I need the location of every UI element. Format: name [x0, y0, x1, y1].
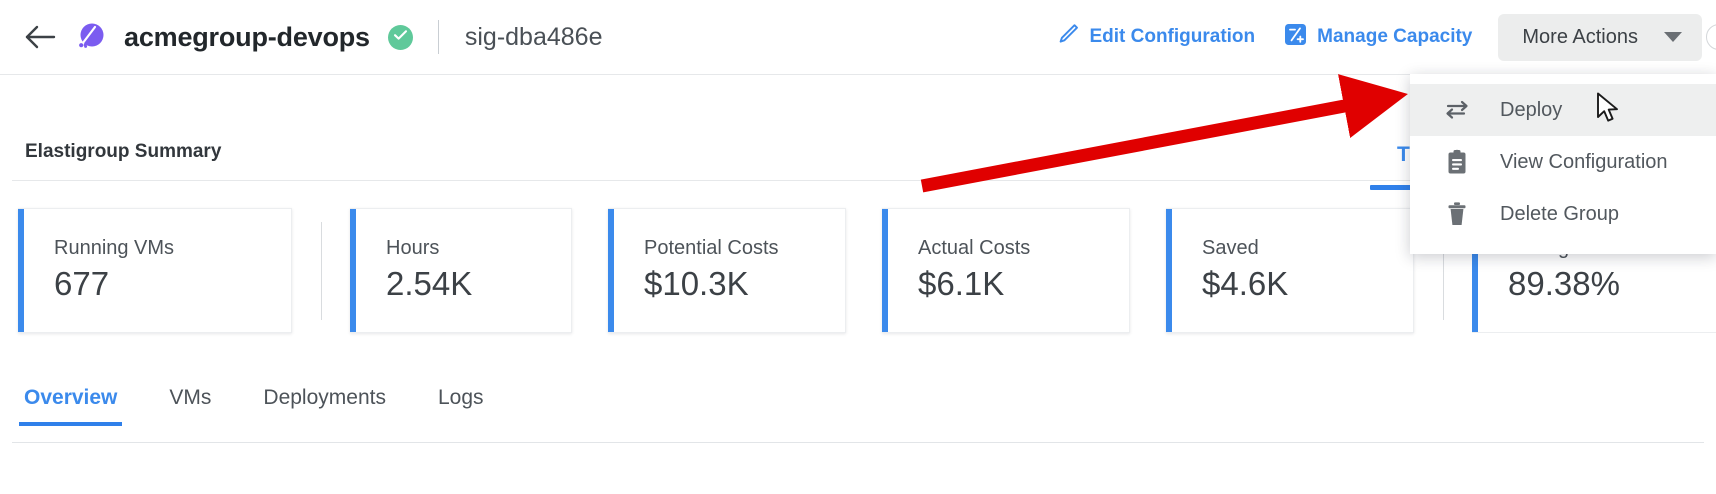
- manage-capacity-button[interactable]: Manage Capacity: [1283, 22, 1472, 53]
- stat-card-running-vms: Running VMs 677: [18, 208, 292, 333]
- menu-item-deploy[interactable]: Deploy: [1410, 84, 1716, 136]
- menu-item-label: Deploy: [1500, 98, 1563, 121]
- stat-value: 677: [54, 265, 110, 302]
- time-range-tab[interactable]: T: [1397, 143, 1410, 166]
- edit-configuration-button[interactable]: Edit Configuration: [1056, 22, 1255, 52]
- tab-overview[interactable]: Overview: [18, 386, 123, 426]
- pencil-icon: [1056, 22, 1080, 52]
- card-divider: [292, 208, 350, 333]
- tabs-divider: [12, 442, 1704, 443]
- more-actions-label: More Actions: [1522, 25, 1638, 48]
- header-divider: [437, 20, 439, 54]
- stat-card-hours: Hours 2.54K: [350, 208, 572, 333]
- summary-heading: Elastigroup Summary: [25, 141, 222, 162]
- group-id-label: sig-dba486e: [464, 22, 603, 51]
- edit-configuration-label: Edit Configuration: [1089, 26, 1256, 47]
- back-button[interactable]: [18, 15, 62, 59]
- stat-value: $10.3K: [644, 265, 749, 302]
- more-actions-menu: Deploy View Configuration: [1410, 74, 1716, 254]
- manage-capacity-label: Manage Capacity: [1317, 26, 1473, 47]
- deploy-swap-arrows-icon: [1444, 97, 1470, 123]
- stat-label: Hours: [386, 237, 440, 259]
- card-divider: [1414, 208, 1472, 333]
- stat-label: Saved: [1202, 237, 1259, 259]
- arrow-left-icon: [24, 24, 56, 50]
- clipboard-icon: [1444, 149, 1470, 175]
- card-spacer: [846, 208, 882, 333]
- stat-label: Running VMs: [54, 237, 175, 259]
- trash-icon: [1444, 201, 1470, 227]
- chevron-down-icon: [1664, 32, 1682, 42]
- tab-vms[interactable]: VMs: [169, 386, 212, 409]
- summary-divider: [12, 180, 1704, 181]
- detail-tabs: Overview VMs Deployments Logs: [18, 386, 536, 426]
- more-actions-button[interactable]: More Actions: [1498, 13, 1702, 61]
- check-circle-icon: [393, 28, 408, 46]
- card-spacer: [1130, 208, 1166, 333]
- stat-label: Actual Costs: [918, 237, 1031, 259]
- page-title: acmegroup-devops: [124, 21, 370, 52]
- page-header: acmegroup-devops sig-dba486e Edit Config…: [0, 0, 1716, 75]
- stat-value: 89.38%: [1508, 265, 1620, 302]
- stat-value: $4.6K: [1202, 265, 1289, 302]
- status-badge: [387, 24, 413, 50]
- card-spacer: [572, 208, 608, 333]
- stat-value: 2.54K: [386, 265, 473, 302]
- stat-card-actual-costs: Actual Costs $6.1K: [882, 208, 1130, 333]
- stat-card-saved: Saved $4.6K: [1166, 208, 1414, 333]
- stat-label: Potential Costs: [644, 237, 779, 259]
- tab-logs[interactable]: Logs: [437, 386, 484, 409]
- menu-item-label: View Configuration: [1500, 150, 1668, 173]
- stat-value: $6.1K: [918, 265, 1005, 302]
- menu-item-delete-group[interactable]: Delete Group: [1410, 188, 1716, 240]
- menu-item-label: Delete Group: [1500, 202, 1619, 225]
- summary-cards: Running VMs 677 Hours 2.54K Potential Co…: [18, 208, 1716, 333]
- stat-card-potential-costs: Potential Costs $10.3K: [608, 208, 846, 333]
- menu-item-view-configuration[interactable]: View Configuration: [1410, 136, 1716, 188]
- tab-deployments[interactable]: Deployments: [263, 386, 386, 409]
- capacity-add-icon: [1283, 22, 1308, 53]
- spot-rocket-logo: [66, 15, 112, 59]
